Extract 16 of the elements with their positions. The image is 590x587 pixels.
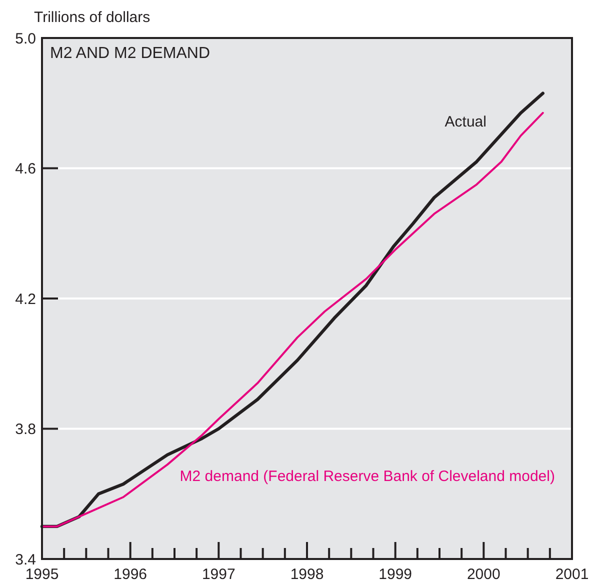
- x-tick-label: 1999: [378, 566, 412, 583]
- x-tick-label: 1996: [114, 566, 148, 583]
- series-label: M2 demand (Federal Reserve Bank of Cleveland model): [180, 468, 555, 485]
- y-tick-label: 5.0: [15, 30, 36, 48]
- y-tick-label: 3.4: [15, 551, 36, 568]
- x-tick-label: 2000: [466, 566, 500, 583]
- series-label: Actual: [444, 114, 487, 131]
- chart-title: M2 AND M2 DEMAND: [50, 45, 210, 62]
- y-tick-label: 3.8: [15, 421, 36, 438]
- y-tick-label: 4.2: [15, 290, 36, 308]
- y-tick-label: 4.6: [15, 160, 36, 178]
- x-tick-label: 1997: [202, 566, 236, 583]
- x-tick-label: 1998: [290, 566, 324, 583]
- x-tick-label: 2001: [555, 566, 589, 583]
- y-axis-title: Trillions of dollars: [34, 9, 150, 26]
- x-tick-label: 1995: [25, 566, 59, 583]
